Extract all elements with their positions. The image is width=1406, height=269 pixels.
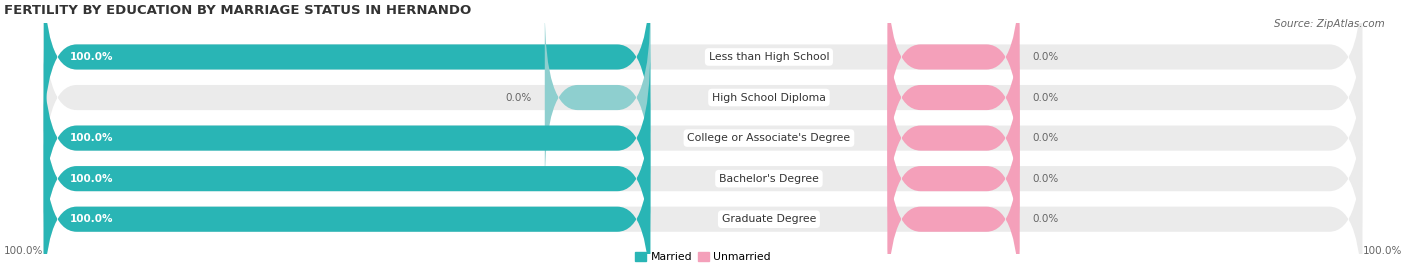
Text: 100.0%: 100.0% [70, 214, 114, 224]
Text: 100.0%: 100.0% [1362, 246, 1402, 256]
Text: 0.0%: 0.0% [1032, 52, 1059, 62]
Text: Source: ZipAtlas.com: Source: ZipAtlas.com [1274, 19, 1385, 29]
FancyBboxPatch shape [44, 0, 1362, 146]
FancyBboxPatch shape [887, 90, 1019, 267]
Legend: Married, Unmarried: Married, Unmarried [631, 248, 775, 267]
Text: 0.0%: 0.0% [1032, 133, 1059, 143]
Text: FERTILITY BY EDUCATION BY MARRIAGE STATUS IN HERNANDO: FERTILITY BY EDUCATION BY MARRIAGE STATU… [4, 4, 471, 17]
FancyBboxPatch shape [544, 9, 650, 186]
Text: 100.0%: 100.0% [70, 52, 114, 62]
FancyBboxPatch shape [44, 90, 1362, 267]
FancyBboxPatch shape [887, 0, 1019, 146]
Text: 0.0%: 0.0% [1032, 93, 1059, 102]
Text: 100.0%: 100.0% [4, 246, 44, 256]
FancyBboxPatch shape [44, 130, 650, 269]
Text: Graduate Degree: Graduate Degree [721, 214, 815, 224]
Text: 0.0%: 0.0% [1032, 214, 1059, 224]
FancyBboxPatch shape [887, 49, 1019, 227]
Text: College or Associate's Degree: College or Associate's Degree [688, 133, 851, 143]
Text: 0.0%: 0.0% [505, 93, 531, 102]
Text: 0.0%: 0.0% [1032, 174, 1059, 184]
Text: 100.0%: 100.0% [70, 174, 114, 184]
Text: High School Diploma: High School Diploma [711, 93, 825, 102]
FancyBboxPatch shape [887, 9, 1019, 186]
FancyBboxPatch shape [44, 90, 650, 267]
Text: Bachelor's Degree: Bachelor's Degree [718, 174, 818, 184]
FancyBboxPatch shape [887, 130, 1019, 269]
FancyBboxPatch shape [44, 49, 1362, 227]
FancyBboxPatch shape [44, 130, 1362, 269]
Text: Less than High School: Less than High School [709, 52, 830, 62]
FancyBboxPatch shape [44, 9, 1362, 186]
FancyBboxPatch shape [44, 0, 650, 146]
FancyBboxPatch shape [44, 49, 650, 227]
Text: 100.0%: 100.0% [70, 133, 114, 143]
